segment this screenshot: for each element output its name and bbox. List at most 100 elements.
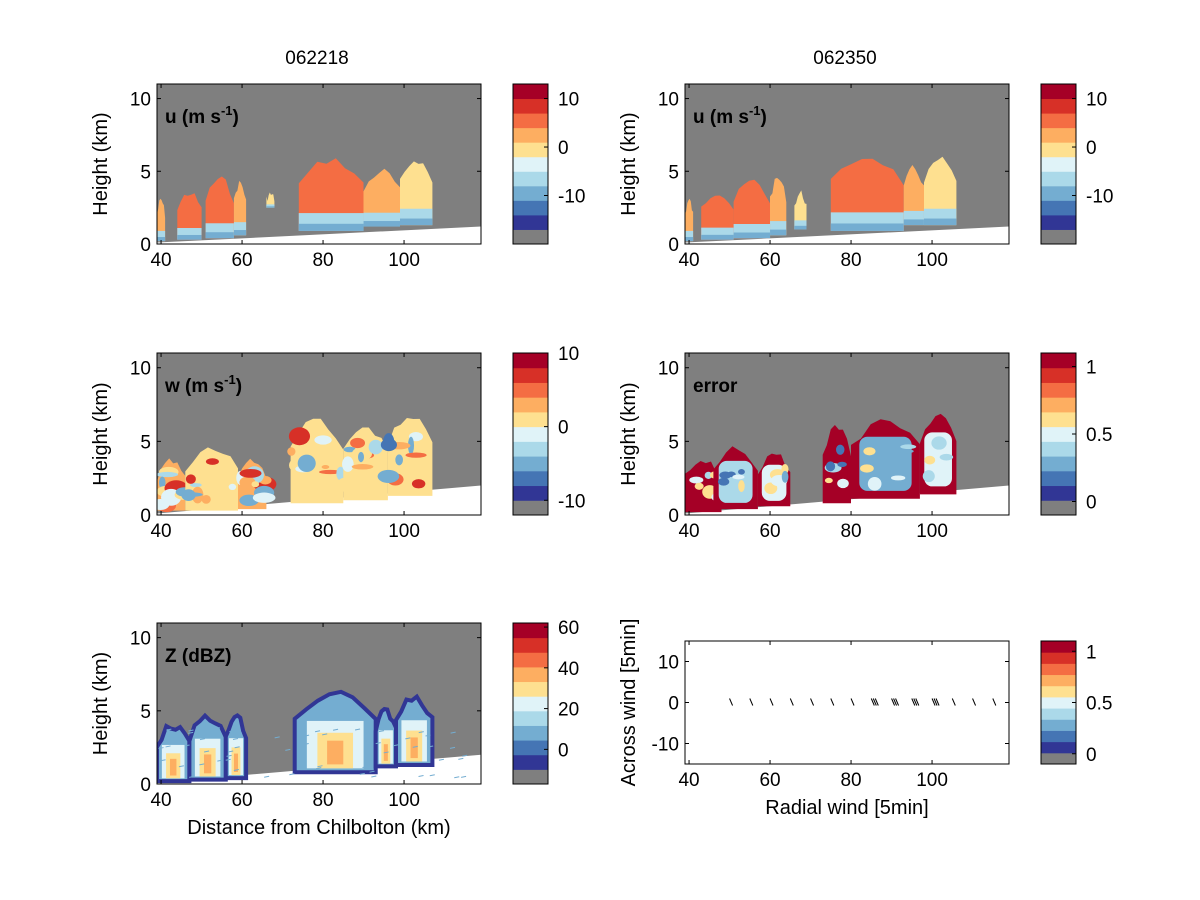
colorbar-swatch [513,185,548,201]
updraft-cell [181,492,203,497]
colorbar-tick-label: 40 [558,659,579,680]
colorbar-swatch [1041,696,1076,709]
cloud-body [924,156,957,226]
colorbar-swatch [513,485,548,501]
colorbar-swatch [1041,411,1076,428]
updraft-cell [239,476,256,489]
clutter-speckle [428,745,434,748]
surface-flow [701,234,734,240]
colorbar-tick-label: 0 [1086,138,1097,159]
x-tick-label: 80 [840,521,861,542]
y-axis-label: Height (km) [618,382,640,485]
clutter-speckle [418,731,424,734]
clutter-speckle [375,742,381,745]
y-tick-label: 10 [658,653,679,674]
cloud-echo [685,198,694,242]
cloud-body [685,198,694,242]
axes-frame [156,83,482,245]
cloud-peak [327,740,344,765]
cloud-echo [701,195,734,240]
panel-label: Z (dBZ) [165,646,231,667]
below-beam-region [685,226,1009,244]
surface-flow [157,237,166,242]
colorbar-frame [1040,83,1077,245]
error-cell [898,449,914,454]
x-tick-label: 100 [388,790,420,811]
colorbar-swatch [1041,674,1076,687]
x-tick-label: 60 [231,790,252,811]
clutter-speckle [378,730,385,733]
cloud-echo [337,427,388,501]
updraft-cell [157,471,179,478]
x-axis-label: Radial wind [5min] [765,797,928,819]
updraft-cell [289,459,298,471]
error-cell [900,444,917,450]
colorbar-tick-label: -10 [558,187,585,208]
error-cell [922,470,935,483]
colorbar-swatch [1041,685,1076,698]
clutter-speckle [383,751,389,754]
updraft-cell [368,439,383,455]
clutter-speckle [362,766,368,768]
wind-arrow [891,698,896,706]
colorbar-swatch [513,500,548,516]
clutter-speckle [322,733,328,736]
axes-frame [156,352,482,516]
clutter-speckle [393,744,400,747]
clutter-speckle [454,776,460,779]
y-tick-label: 5 [668,162,679,183]
colorbar-swatch [1041,652,1076,664]
colorbar-tick-label: 0.5 [1086,694,1112,715]
colorbar-tick-label: 0 [1086,745,1097,766]
x-tick-label: 80 [312,250,333,271]
updraft-cell [342,456,354,472]
low-level-flow [685,230,694,242]
error-cell [781,470,789,483]
clutter-speckle [314,730,321,733]
updraft-cell [395,454,403,466]
colorbar-swatch [513,382,548,398]
panel-label-tail: ) [761,107,767,128]
colorbar-swatch [1041,441,1076,457]
colorbar-tick-label: 10 [558,344,579,365]
error-cell [837,478,849,489]
clutter-speckle [450,731,456,734]
clutter-speckle [166,728,172,731]
colorbar-swatch [1041,500,1076,516]
cloud-edge [292,689,378,775]
error-cell [764,482,778,495]
colorbar-swatch [1041,741,1076,754]
low-level-flow [157,230,166,242]
cloud-peak [233,753,238,772]
colorbar-swatch [513,367,548,383]
updraft-cell [336,466,345,481]
wind-arrow [769,698,774,706]
colorbar-swatch [1041,156,1076,172]
cloud-echo [292,689,378,775]
colorbar-swatch [513,127,548,143]
colorbar-swatch [1041,426,1076,442]
clutter-speckle [217,759,223,762]
wind-arrow [935,698,940,706]
cloud-edge [187,712,228,782]
cloud-echo [205,176,234,239]
updraft-cell [190,482,202,488]
clutter-speckle [158,747,164,750]
colorbar-swatch [513,754,548,770]
clutter-speckle [165,745,171,748]
x-tick-label: 60 [759,250,780,271]
clutter-speckle [359,772,365,775]
y-axis-label: Across wind [5min] [618,619,640,787]
colorbar-swatch [1041,708,1076,720]
colorbar: 10 0 -10 [512,344,585,516]
error-cell [738,469,745,475]
y-axis-label: Height (km) [618,112,640,215]
cloud-echo [903,165,924,226]
y-tick-label: 10 [658,90,679,111]
colorbar-swatch [513,681,548,697]
